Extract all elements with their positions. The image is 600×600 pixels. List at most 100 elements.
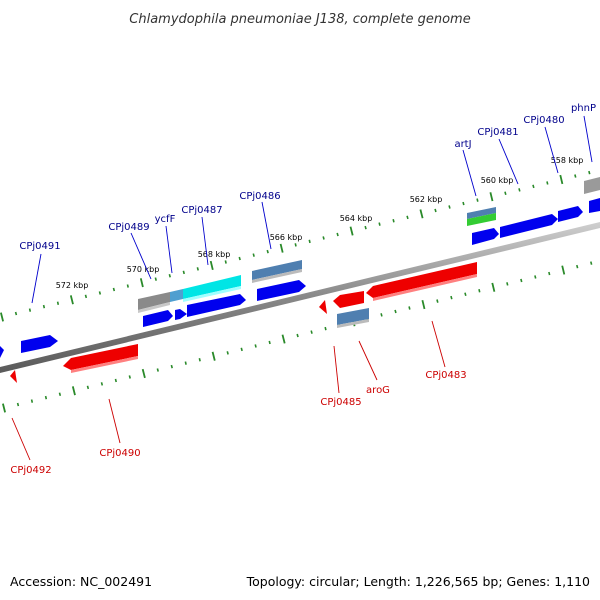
inner-track-minor-tick: [464, 292, 467, 296]
tick-labels: 572 kbp 570 kbp 568 kbp 566 kbp 564 kbp …: [56, 156, 584, 290]
inner-track-minor-tick: [268, 340, 271, 345]
outer-track-major-tick: [489, 192, 494, 202]
gene-arrow-CPj0490[interactable]: [63, 344, 138, 370]
gene-arrow-CPj0491-left-edge[interactable]: [0, 346, 4, 358]
inner-track-minor-tick: [324, 326, 327, 331]
gene-label-CPj0481[interactable]: CPj0481: [477, 127, 518, 138]
feature-track-outer: [138, 177, 600, 313]
tick-label-558: 558 kbp: [551, 156, 584, 165]
inner-track-minor-tick: [450, 295, 453, 300]
gene-arrow-CPj0492[interactable]: [10, 370, 17, 383]
inner-track-minor-tick: [16, 402, 20, 407]
inner-track-major-tick: [71, 386, 76, 396]
outer-track-minor-tick: [168, 274, 171, 278]
leader-CPj0487: [201, 216, 209, 266]
gene-arrow-CPj0485[interactable]: [333, 291, 364, 308]
outer-track-minor-tick: [84, 294, 88, 299]
feature-steel-block-CPj0486[interactable]: [252, 260, 302, 280]
inner-track-major-tick: [491, 282, 496, 292]
outer-track-minor-tick: [182, 270, 185, 275]
outer-track-minor-tick: [308, 239, 311, 244]
outer-track-minor-tick: [14, 311, 18, 316]
feature-gray-block-phnP[interactable]: [584, 177, 600, 194]
gene-label-CPj0480[interactable]: CPj0480: [523, 115, 564, 126]
gene-arrow-ycfF[interactable]: [175, 309, 187, 320]
outer-track-minor-tick: [98, 291, 102, 295]
gene-arrow-CPj0485-tip[interactable]: [319, 300, 327, 314]
leader-CPj0492: [11, 417, 31, 461]
tick-label-566: 566 kbp: [270, 233, 303, 242]
tick-label-568: 568 kbp: [198, 250, 231, 259]
reverse-strand-genes: [10, 262, 477, 383]
tick-label-572: 572 kbp: [56, 281, 89, 290]
feature-steel-block-ycfF[interactable]: [170, 289, 183, 302]
gene-arrow-CPj0491[interactable]: [21, 335, 58, 353]
gene-label-CPj0491[interactable]: CPj0491: [19, 241, 60, 252]
inner-track-minor-tick: [170, 364, 173, 369]
outer-tick-track: [0, 170, 591, 322]
inner-track-minor-tick: [198, 358, 201, 362]
outer-track-minor-tick: [28, 308, 32, 312]
outer-track-minor-tick: [112, 287, 116, 292]
outer-track-minor-tick: [56, 301, 60, 305]
feature-steel-block-CPj0486-shadow: [252, 269, 302, 283]
feature-cyan-block[interactable]: [183, 275, 241, 299]
outer-track-major-tick: [419, 209, 424, 219]
outer-track-minor-tick: [154, 277, 157, 281]
feature-steel-block-aroG[interactable]: [337, 308, 369, 325]
inner-track-minor-tick: [310, 330, 313, 334]
outer-track-minor-tick: [504, 191, 507, 195]
gene-label-artJ[interactable]: artJ: [454, 139, 471, 150]
gene-arrow-CPj0487[interactable]: [187, 294, 246, 317]
gene-arrow-artJ[interactable]: [472, 228, 499, 245]
outer-track-minor-tick: [518, 188, 521, 192]
gene-label-CPj0489[interactable]: CPj0489: [108, 222, 149, 233]
inner-track-minor-tick: [86, 385, 90, 390]
feature-green-block-artJ[interactable]: [467, 213, 496, 226]
gene-label-CPj0485[interactable]: CPj0485: [320, 397, 361, 408]
gene-label-phnP[interactable]: phnP: [571, 103, 596, 114]
outer-track-minor-tick: [406, 215, 409, 220]
gene-label-CPj0492[interactable]: CPj0492: [10, 465, 51, 476]
outer-track-minor-tick: [364, 225, 367, 230]
tick-label-564: 564 kbp: [340, 214, 373, 223]
gene-arrow-CPj0483[interactable]: [366, 262, 477, 298]
gene-label-CPj0487[interactable]: CPj0487: [181, 205, 222, 216]
inner-track-minor-tick: [184, 361, 187, 365]
gene-arrow-CPj0486[interactable]: [257, 280, 306, 301]
feature-gray-block[interactable]: [138, 292, 170, 310]
inner-track-minor-tick: [520, 278, 523, 283]
forward-gene-labels: CPj0491 CPj0489 ycfF CPj0487 CPj0486 art…: [19, 103, 596, 252]
gene-arrow-phnP[interactable]: [589, 198, 600, 213]
leader-CPj0481: [498, 138, 519, 185]
outer-track-major-tick: [139, 278, 144, 288]
inner-track-minor-tick: [226, 351, 229, 355]
gene-arrow-CPj0489[interactable]: [143, 310, 173, 327]
gene-label-aroG[interactable]: aroG: [366, 385, 390, 396]
feature-gray-block-shadow: [138, 302, 170, 313]
leader-CPj0485: [333, 345, 340, 394]
leader-CPj0491: [31, 253, 42, 304]
feature-steel-block-artJ[interactable]: [467, 207, 496, 219]
genome-summary: Topology: circular; Length: 1,226,565 bp…: [246, 574, 590, 589]
outer-track-major-tick: [209, 260, 214, 271]
inner-track-major-tick: [2, 403, 6, 413]
outer-track-minor-tick: [238, 256, 241, 261]
inner-track-major-tick: [141, 368, 146, 379]
inner-track-minor-tick: [100, 382, 104, 386]
gene-arrow-CPj0481[interactable]: [500, 214, 558, 238]
label-leader-lines: [11, 115, 593, 461]
inner-track-minor-tick: [590, 261, 593, 265]
gene-label-CPj0483[interactable]: CPj0483: [425, 370, 466, 381]
outer-track-minor-tick: [266, 249, 269, 254]
gene-label-CPj0486[interactable]: CPj0486: [239, 191, 280, 202]
gene-label-CPj0490[interactable]: CPj0490: [99, 448, 140, 459]
inner-track-minor-tick: [114, 378, 117, 383]
gene-label-ycfF[interactable]: ycfF: [155, 214, 176, 225]
accession-label: Accession: NC_002491: [10, 574, 152, 589]
gene-arrow-CPj0480[interactable]: [558, 206, 583, 222]
leader-aroG: [358, 340, 378, 381]
outer-track-major-tick: [349, 226, 354, 236]
inner-track-minor-tick: [240, 347, 243, 352]
tick-label-570: 570 kbp: [127, 265, 160, 274]
